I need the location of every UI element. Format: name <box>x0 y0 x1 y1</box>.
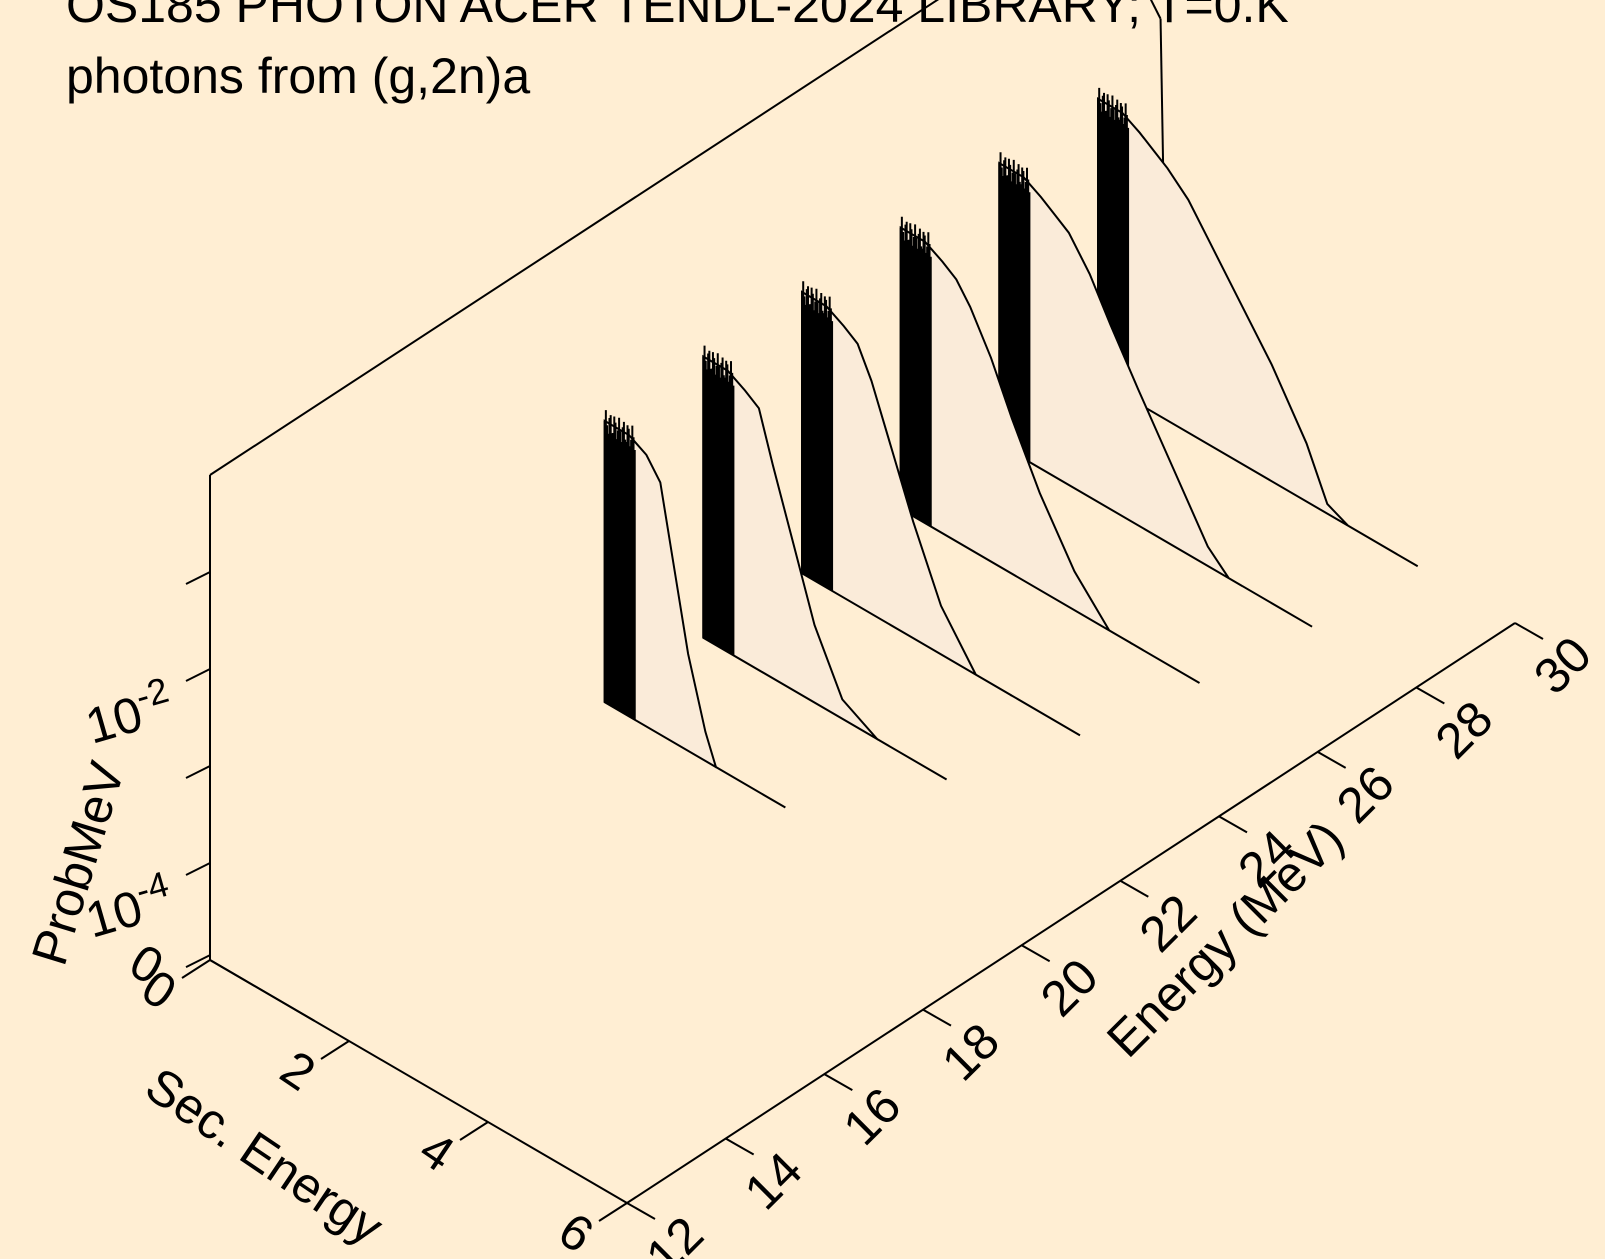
y-tick-mark-28 <box>1415 686 1445 705</box>
chart-subtitle: photons from (g,2n)a <box>66 48 530 104</box>
x-tick-label-2: 2 <box>271 1040 325 1102</box>
y-tick-mark-12 <box>626 1202 656 1220</box>
y-tick-mark-18 <box>922 1008 952 1027</box>
y-tick-label-30: 30 <box>1523 626 1602 705</box>
slice-floor-tail-22 <box>876 738 948 781</box>
x-tick-label-4: 4 <box>410 1121 464 1183</box>
slice-floor-tail-24 <box>1009 693 1081 737</box>
y-tick-mark-26 <box>1317 751 1347 769</box>
slice-floor-tail-26 <box>1129 641 1201 684</box>
data-slice-28 <box>998 161 1244 588</box>
z-tick-mark-2 <box>185 765 211 779</box>
y-tick-mark-20 <box>1021 944 1051 963</box>
y-tick-mark-24 <box>1218 815 1248 834</box>
y-tick-mark-22 <box>1119 879 1149 898</box>
slice-floor-tail-20 <box>715 766 786 809</box>
y-tick-label-14: 14 <box>734 1141 813 1220</box>
y-axis-title: Energy (MeV) <box>1096 810 1354 1068</box>
slice-floor-tail-30 <box>1347 524 1419 568</box>
slice-floor-tail-0 <box>244 979 315 1022</box>
frame-back-top-edge <box>209 0 940 476</box>
z-tick-mark-3 <box>185 668 211 682</box>
y-tick-label-28: 28 <box>1425 690 1504 769</box>
y-tick-label-26: 26 <box>1326 755 1405 834</box>
slice-floor-tail-28 <box>1242 585 1313 628</box>
y-tick-mark-30 <box>1514 622 1544 640</box>
y-tick-label-18: 18 <box>931 1013 1010 1092</box>
y-tick-label-16: 16 <box>833 1077 912 1156</box>
x-tick-mark-2 <box>320 1040 350 1060</box>
x-tick-mark-0 <box>181 959 211 979</box>
y-axis-line <box>626 622 1516 1204</box>
chart-title: OS185 PHOTON ACER TENDL-2024 LIBRARY; T=… <box>66 0 1289 33</box>
z-tick-label--2: 10-2 <box>77 669 179 755</box>
data-slice-0 <box>209 959 246 982</box>
z-tick-mark-4 <box>185 571 211 585</box>
z-tick-mark-1 <box>185 862 211 876</box>
y-tick-label-20: 20 <box>1030 948 1109 1027</box>
x-axis-title: Sec. Energy <box>136 1057 393 1256</box>
data-slices <box>209 87 1419 1022</box>
y-tick-mark-16 <box>823 1073 853 1091</box>
x-tick-mark-6 <box>598 1202 628 1222</box>
y-tick-mark-14 <box>725 1137 755 1156</box>
z-tick-mark-0 <box>185 954 211 969</box>
x-tick-mark-4 <box>459 1121 489 1141</box>
x-tick-label-6: 6 <box>549 1202 603 1259</box>
